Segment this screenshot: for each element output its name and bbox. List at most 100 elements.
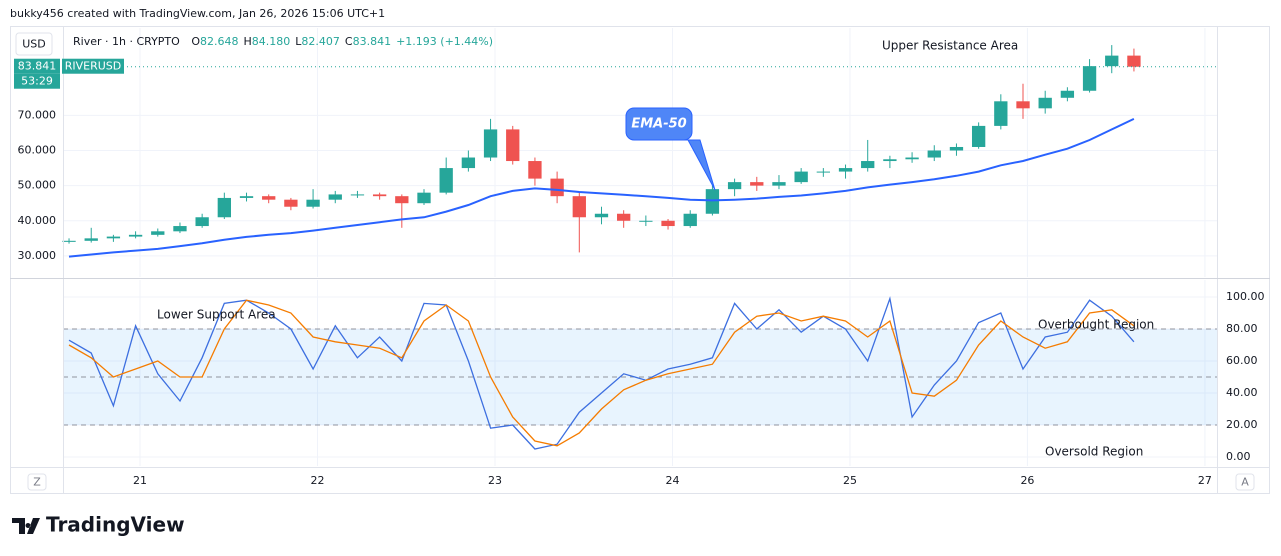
ohlc-value: 82.407 [301,35,340,48]
candle-body [661,220,675,227]
candle-body [1060,90,1075,98]
candle-body [106,236,121,239]
plot-layer [62,28,1217,466]
candle-body [594,213,609,218]
ohlc-value: 84.180 [252,35,291,48]
candle-body [1016,101,1030,109]
candle-body [173,226,187,232]
candle-body [994,101,1008,126]
candle-body [372,194,387,197]
candle-body [927,150,941,158]
series-line [68,299,1135,447]
legend-text: River · 1h · CRYPTO O82.648 H84.180 L82.40… [73,35,493,48]
candle-body [617,213,631,221]
candle-body [794,171,808,183]
auto[interactable]: A [1241,476,1249,489]
candle-body [239,196,254,198]
candle-body [1127,55,1141,67]
candle-body [705,189,720,214]
credit: bukky456 created with TradingView.com, J… [10,7,385,20]
y-tick-label: 0.00 [1226,450,1251,463]
candle-body [883,159,897,162]
change: +1.193 (+1.44%) [396,35,493,48]
candle-body [838,168,853,172]
y-tick-label: 40.000 [18,214,57,227]
candle-body [84,238,98,241]
candle-body [350,194,365,196]
x-tick-label: 21 [133,474,147,487]
candle-body [195,217,209,227]
y-tick-label: 60.000 [18,143,57,156]
candle-body [905,157,919,160]
candle-body [1105,55,1119,67]
ohlc-key: H [243,35,251,48]
candle-body [483,129,498,158]
symbol-label-box [62,58,124,74]
candle-body [772,182,786,186]
candle-body [727,182,742,190]
auto-button[interactable] [1235,473,1255,491]
candle-body [128,234,143,237]
annotation: Upper Resistance Area [882,39,1018,53]
y-tick-label: 70.000 [18,108,57,121]
candle-body [750,182,764,186]
frame [10,26,1270,494]
annotation: Overbought Region [1038,318,1154,332]
brand: TradingView [46,513,185,537]
candle-body [861,161,875,169]
x-tick-label: 25 [843,474,857,487]
y-tick-label: 100.00 [1226,290,1265,303]
currency[interactable]: USD [22,38,46,51]
candle-body [62,240,76,242]
callout-label: EMA-50 [631,117,686,132]
ohlc-value: 82.648 [200,35,239,48]
x-tick-label: 24 [665,474,679,487]
brand-logo [12,518,40,534]
x-tick-label: 23 [488,474,502,487]
x-tick-label: 27 [1198,474,1212,487]
candle-body [328,194,342,200]
zoom[interactable]: Z [33,476,41,489]
candle-body [572,196,586,218]
candle-body [284,199,298,207]
candle-body [395,196,409,204]
y-tick-label: 50.000 [18,179,57,192]
ohlc-key: C [345,35,353,48]
candle-body [417,192,431,204]
y-tick-label: 40.00 [1226,386,1258,399]
candle-body [151,231,165,235]
candle-body [217,197,231,218]
x-tick-label: 26 [1020,474,1034,487]
candle-body [461,157,476,169]
candle-body [262,196,276,200]
candle-body [506,129,520,162]
candle-body [1082,66,1097,91]
candle-body [816,171,830,173]
candle-body [550,178,564,197]
symbol-info: River · 1h · CRYPTO [73,35,180,48]
candle-body [949,146,964,151]
x-tick-label: 22 [311,474,325,487]
logo-mark [12,518,40,534]
y-tick-label: 80.00 [1226,322,1258,335]
candle-body [439,168,453,193]
annotation: Lower Support Area [157,308,276,322]
price-label-box [14,58,60,74]
series-line [68,117,1135,258]
y-tick-label: 30.000 [18,249,57,262]
annotation: Oversold Region [1045,445,1143,459]
candle-body [306,199,320,207]
y-tick-label: 60.00 [1226,354,1258,367]
candle-body [683,213,697,227]
ohlc-value: 83.841 [353,35,392,48]
countdown: 53:29 [21,75,53,88]
candle-body [971,125,986,147]
zoom-button[interactable] [27,473,47,491]
countdown-box [14,73,60,89]
ohlc-key: L [295,35,302,48]
candle-body [528,161,542,179]
currency-button[interactable] [15,32,53,56]
candle-body [1038,97,1052,109]
symbol-label: RIVERUSD [65,60,122,73]
